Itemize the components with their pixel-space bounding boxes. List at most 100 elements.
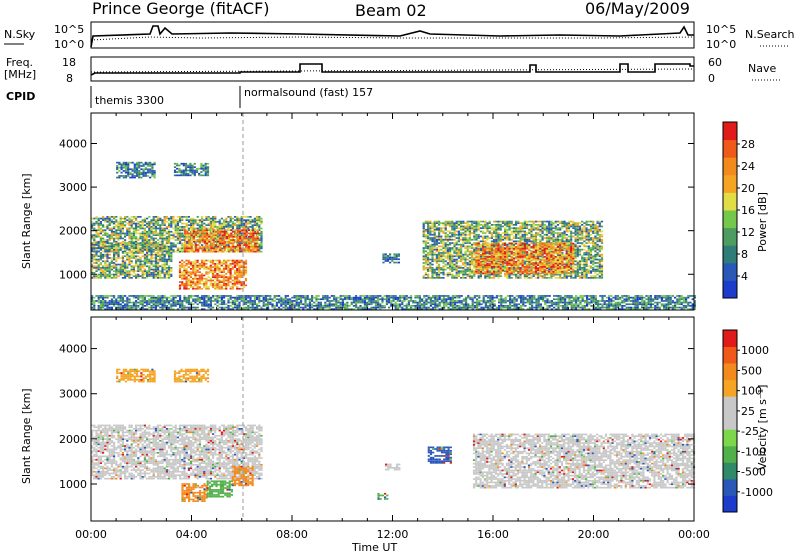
echo-cell <box>442 230 445 233</box>
echo-cell <box>435 228 438 231</box>
echo-cell <box>165 260 168 263</box>
echo-cell <box>455 272 458 274</box>
echo-cell <box>139 216 142 218</box>
echo-cell <box>201 247 204 250</box>
echo-cell <box>201 226 204 228</box>
echo-cell <box>449 262 452 264</box>
echo-cell <box>578 253 582 256</box>
echo-cell <box>249 219 252 221</box>
echo-cell <box>596 253 599 256</box>
echo-cell <box>444 273 447 276</box>
echo-cell <box>203 245 206 248</box>
cpid-segment-0: themis 3300 <box>95 94 164 107</box>
echo-cell <box>154 273 157 276</box>
echo-cell <box>556 253 560 256</box>
echo-cell <box>174 239 177 241</box>
echo-cell <box>233 276 237 278</box>
echo-cell <box>241 244 244 246</box>
echo-cell <box>548 267 551 269</box>
echo-cell <box>133 175 136 177</box>
echo-cell <box>150 252 153 254</box>
echo-cell <box>583 248 586 251</box>
echo-cell <box>121 230 124 233</box>
echo-cell <box>223 239 226 241</box>
echo-cell <box>556 224 560 226</box>
echo-cell <box>589 250 593 253</box>
echo-cell <box>468 262 471 264</box>
echo-cell <box>139 265 142 268</box>
echo-cell <box>260 221 263 223</box>
echo-cell <box>121 224 124 226</box>
echo-cell <box>137 229 140 231</box>
echo-cell <box>210 247 213 250</box>
echo-cell <box>462 227 465 229</box>
echo-cell <box>438 258 441 261</box>
cpid-label: CPID <box>6 90 35 103</box>
echo-cell <box>499 268 502 271</box>
echo-cell <box>206 167 210 170</box>
echo-cell <box>228 237 231 240</box>
echo-cell <box>121 237 124 240</box>
echo-cell <box>543 224 546 226</box>
echo-cell <box>187 281 190 283</box>
echo-cell <box>451 267 454 269</box>
echo-cell <box>205 263 208 265</box>
echo-cell <box>127 168 130 171</box>
echo-cell <box>232 235 235 238</box>
echo-cell <box>216 268 219 270</box>
echo-cell <box>185 271 188 273</box>
echo-cell <box>128 262 131 264</box>
echo-cell <box>576 224 579 226</box>
echo-cell <box>466 247 469 249</box>
echo-cell <box>132 267 135 269</box>
echo-cell <box>194 242 197 245</box>
echo-cell <box>119 217 122 220</box>
echo-cell <box>427 247 430 249</box>
echo-cell <box>168 234 171 236</box>
echo-cell <box>541 228 544 231</box>
echo-cell <box>186 230 189 233</box>
echo-cell <box>124 175 128 177</box>
echo-cell <box>99 232 102 235</box>
echo-cell <box>435 247 438 249</box>
echo-cell <box>207 227 210 230</box>
echo-cell <box>585 265 588 268</box>
echo-cell <box>141 219 144 221</box>
echo-cell <box>115 232 118 235</box>
echo-cell <box>464 247 467 249</box>
echo-cell <box>523 230 526 233</box>
echo-cell <box>457 267 460 269</box>
echo-cell <box>490 232 493 234</box>
echo-cell <box>157 221 160 223</box>
echo-cell <box>258 226 261 228</box>
echo-cell <box>433 258 436 261</box>
echo-cell <box>130 250 133 253</box>
echo-cell <box>427 232 430 234</box>
echo-cell <box>95 277 98 279</box>
echo-cell <box>184 171 188 173</box>
echo-cell <box>110 222 113 225</box>
echo-cell <box>589 255 593 258</box>
echo-cell <box>223 230 226 233</box>
echo-cell <box>200 174 203 177</box>
echo-cell <box>482 237 485 239</box>
echo-cell <box>589 257 593 259</box>
echo-cell <box>473 258 476 261</box>
echo-cell <box>157 219 160 221</box>
echo-cell <box>132 242 135 244</box>
echo-cell <box>198 229 201 231</box>
echo-cell <box>239 239 242 241</box>
echo-cell <box>225 279 228 282</box>
echo-cell <box>201 221 204 223</box>
echo-cell <box>567 250 571 253</box>
echo-cell <box>183 286 186 288</box>
echo-cell <box>435 268 438 271</box>
echo-cell <box>121 243 124 246</box>
echo-cell <box>532 273 535 276</box>
echo-cell <box>186 235 189 238</box>
echo-cell <box>245 219 248 221</box>
echo-cell <box>216 277 219 280</box>
echo-cell <box>168 275 171 277</box>
echo-cell <box>548 240 551 243</box>
echo-cell <box>200 164 203 167</box>
